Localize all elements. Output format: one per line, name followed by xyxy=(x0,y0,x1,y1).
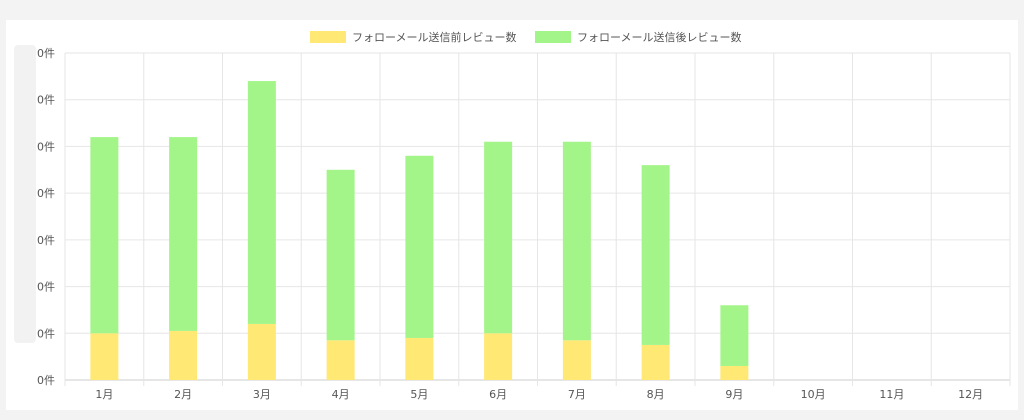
x-tick-label: 2月 xyxy=(174,388,192,401)
x-tick-label: 1月 xyxy=(95,388,113,401)
legend-label-2[interactable]: フォローメール送信後レビュー数 xyxy=(577,30,742,44)
y-tick-label: 0件 xyxy=(37,374,55,387)
bar-after-5[interactable] xyxy=(405,155,434,338)
x-tick-label: 6月 xyxy=(489,388,507,401)
x-tick-label: 3月 xyxy=(253,388,271,401)
x-tick-label: 10月 xyxy=(801,388,826,401)
x-tick-label: 12月 xyxy=(958,388,983,401)
x-tick-label: 4月 xyxy=(332,388,350,401)
bar-before-9[interactable] xyxy=(720,365,749,380)
bar-before-1[interactable] xyxy=(90,333,119,380)
y-tick-label: 0件 xyxy=(37,187,55,200)
y-tick-label: 0件 xyxy=(37,140,55,153)
x-tick-label: 8月 xyxy=(647,388,665,401)
y-tick-label: 0件 xyxy=(37,94,55,107)
bar-before-2[interactable] xyxy=(169,330,198,380)
y-tick-label: 0件 xyxy=(37,327,55,340)
bar-after-9[interactable] xyxy=(720,305,749,366)
bar-before-8[interactable] xyxy=(641,344,670,380)
y-tick-label: 0件 xyxy=(37,234,55,247)
x-tick-label: 7月 xyxy=(568,388,586,401)
bar-before-7[interactable] xyxy=(562,340,591,380)
x-tick-label: 11月 xyxy=(879,388,904,401)
bar-after-1[interactable] xyxy=(90,137,119,334)
bar-after-4[interactable] xyxy=(326,169,355,341)
legend-label-1[interactable]: フォローメール送信前レビュー数 xyxy=(352,30,517,44)
legend-swatch-2[interactable] xyxy=(535,31,571,43)
bar-after-3[interactable] xyxy=(247,81,276,324)
bar-before-3[interactable] xyxy=(247,323,276,380)
y-tick-label: 0件 xyxy=(37,47,55,60)
x-tick-label: 5月 xyxy=(410,388,428,401)
bar-before-6[interactable] xyxy=(484,333,513,380)
bar-after-8[interactable] xyxy=(641,165,670,345)
bar-after-2[interactable] xyxy=(169,137,198,331)
y-tick-label: 0件 xyxy=(37,281,55,294)
bar-after-6[interactable] xyxy=(484,141,513,334)
bar-before-5[interactable] xyxy=(405,337,434,380)
y-axis-scroll-overlay xyxy=(14,45,36,343)
bar-after-7[interactable] xyxy=(562,141,591,341)
legend-swatch-1[interactable] xyxy=(310,31,346,43)
x-tick-label: 9月 xyxy=(725,388,743,401)
bar-before-4[interactable] xyxy=(326,340,355,380)
